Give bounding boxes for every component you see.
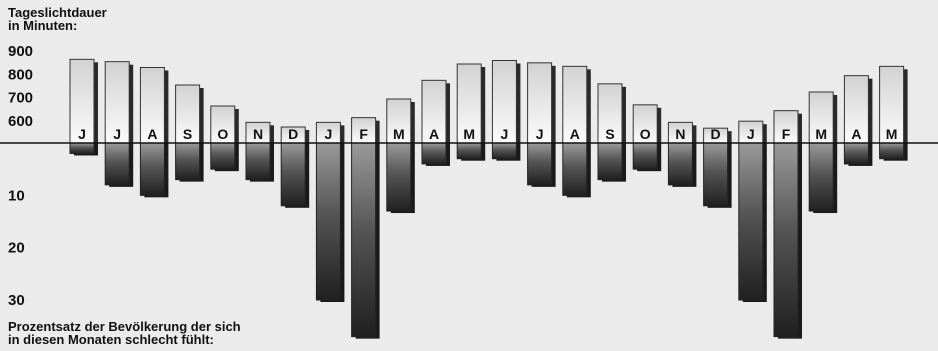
daylight-bar — [597, 83, 623, 144]
mood-bar — [104, 142, 130, 186]
bottom-axis-tick: 20 — [8, 240, 25, 257]
month-label: N — [675, 126, 685, 142]
mood-bar — [456, 142, 482, 160]
mood-bar — [632, 142, 658, 170]
top-axis-tick: 900 — [8, 43, 33, 60]
mood-bar — [386, 142, 412, 212]
mood-bar — [280, 142, 306, 207]
top-axis-tick: 700 — [8, 90, 33, 107]
mood-bar — [210, 142, 236, 170]
mood-bar — [738, 142, 764, 301]
mood-bar — [808, 142, 834, 212]
mood-bar — [421, 142, 447, 165]
daylight-bar — [175, 84, 201, 144]
month-label: D — [288, 126, 298, 142]
mood-bar — [69, 142, 95, 154]
month-label: J — [78, 126, 86, 142]
mood-bar — [491, 142, 517, 160]
mood-bar — [843, 142, 869, 165]
month-label: F — [359, 126, 368, 142]
mood-bar — [315, 142, 341, 301]
daylight-bar — [843, 75, 869, 144]
mood-bar — [703, 142, 729, 207]
mood-bar — [879, 142, 905, 160]
month-label: F — [782, 126, 791, 142]
mood-bar — [245, 142, 271, 181]
month-label: O — [217, 126, 228, 142]
month-label: J — [747, 126, 755, 142]
month-label: N — [253, 126, 263, 142]
daylight-bar — [562, 65, 588, 144]
bottom-axis-title: Prozentsatz der Bevölkerung der sich in … — [8, 320, 241, 346]
month-label: S — [183, 126, 192, 142]
daylight-bar — [773, 110, 799, 144]
month-label: M — [393, 126, 405, 142]
top-axis-tick: 800 — [8, 66, 33, 83]
mood-bar — [773, 142, 799, 338]
mood-bar — [667, 142, 693, 186]
daylight-bar — [456, 63, 482, 144]
top-axis-title-line2: in Minuten: — [8, 18, 78, 33]
mood-bar — [139, 142, 165, 196]
daylight-bar — [527, 62, 553, 144]
month-label: A — [851, 126, 861, 142]
daylight-bar — [139, 67, 165, 144]
month-label: A — [147, 126, 157, 142]
top-axis-tick: 600 — [8, 113, 33, 130]
bottom-axis-tick: 10 — [8, 187, 25, 204]
month-label: J — [501, 126, 509, 142]
month-label: A — [570, 126, 580, 142]
month-label: M — [815, 126, 827, 142]
mood-bar — [562, 142, 588, 196]
month-label: O — [640, 126, 651, 142]
mood-bar — [351, 142, 377, 338]
month-label: J — [113, 126, 121, 142]
daylight-bar — [351, 117, 377, 144]
daylight-bar — [491, 60, 517, 144]
top-axis-title-line1: Tageslichtdauer — [8, 5, 107, 20]
month-label: J — [536, 126, 544, 142]
daylight-bar — [879, 65, 905, 144]
month-label: M — [463, 126, 475, 142]
bottom-axis-title-line1: Prozentsatz der Bevölkerung der sich — [8, 319, 241, 334]
mood-bar — [597, 142, 623, 181]
month-label: M — [886, 126, 898, 142]
daylight-bar — [421, 79, 447, 144]
month-label: S — [605, 126, 614, 142]
bottom-axis-title-line2: in diesen Monaten schlecht fühlt: — [8, 332, 214, 347]
bottom-axis-tick: 30 — [8, 292, 25, 309]
month-label: D — [711, 126, 721, 142]
top-axis-title: Tageslichtdauer in Minuten: — [8, 6, 107, 32]
month-label: A — [429, 126, 439, 142]
month-label: J — [325, 126, 333, 142]
mood-bar — [175, 142, 201, 181]
mood-bar — [527, 142, 553, 186]
daylight-bar — [808, 91, 834, 144]
